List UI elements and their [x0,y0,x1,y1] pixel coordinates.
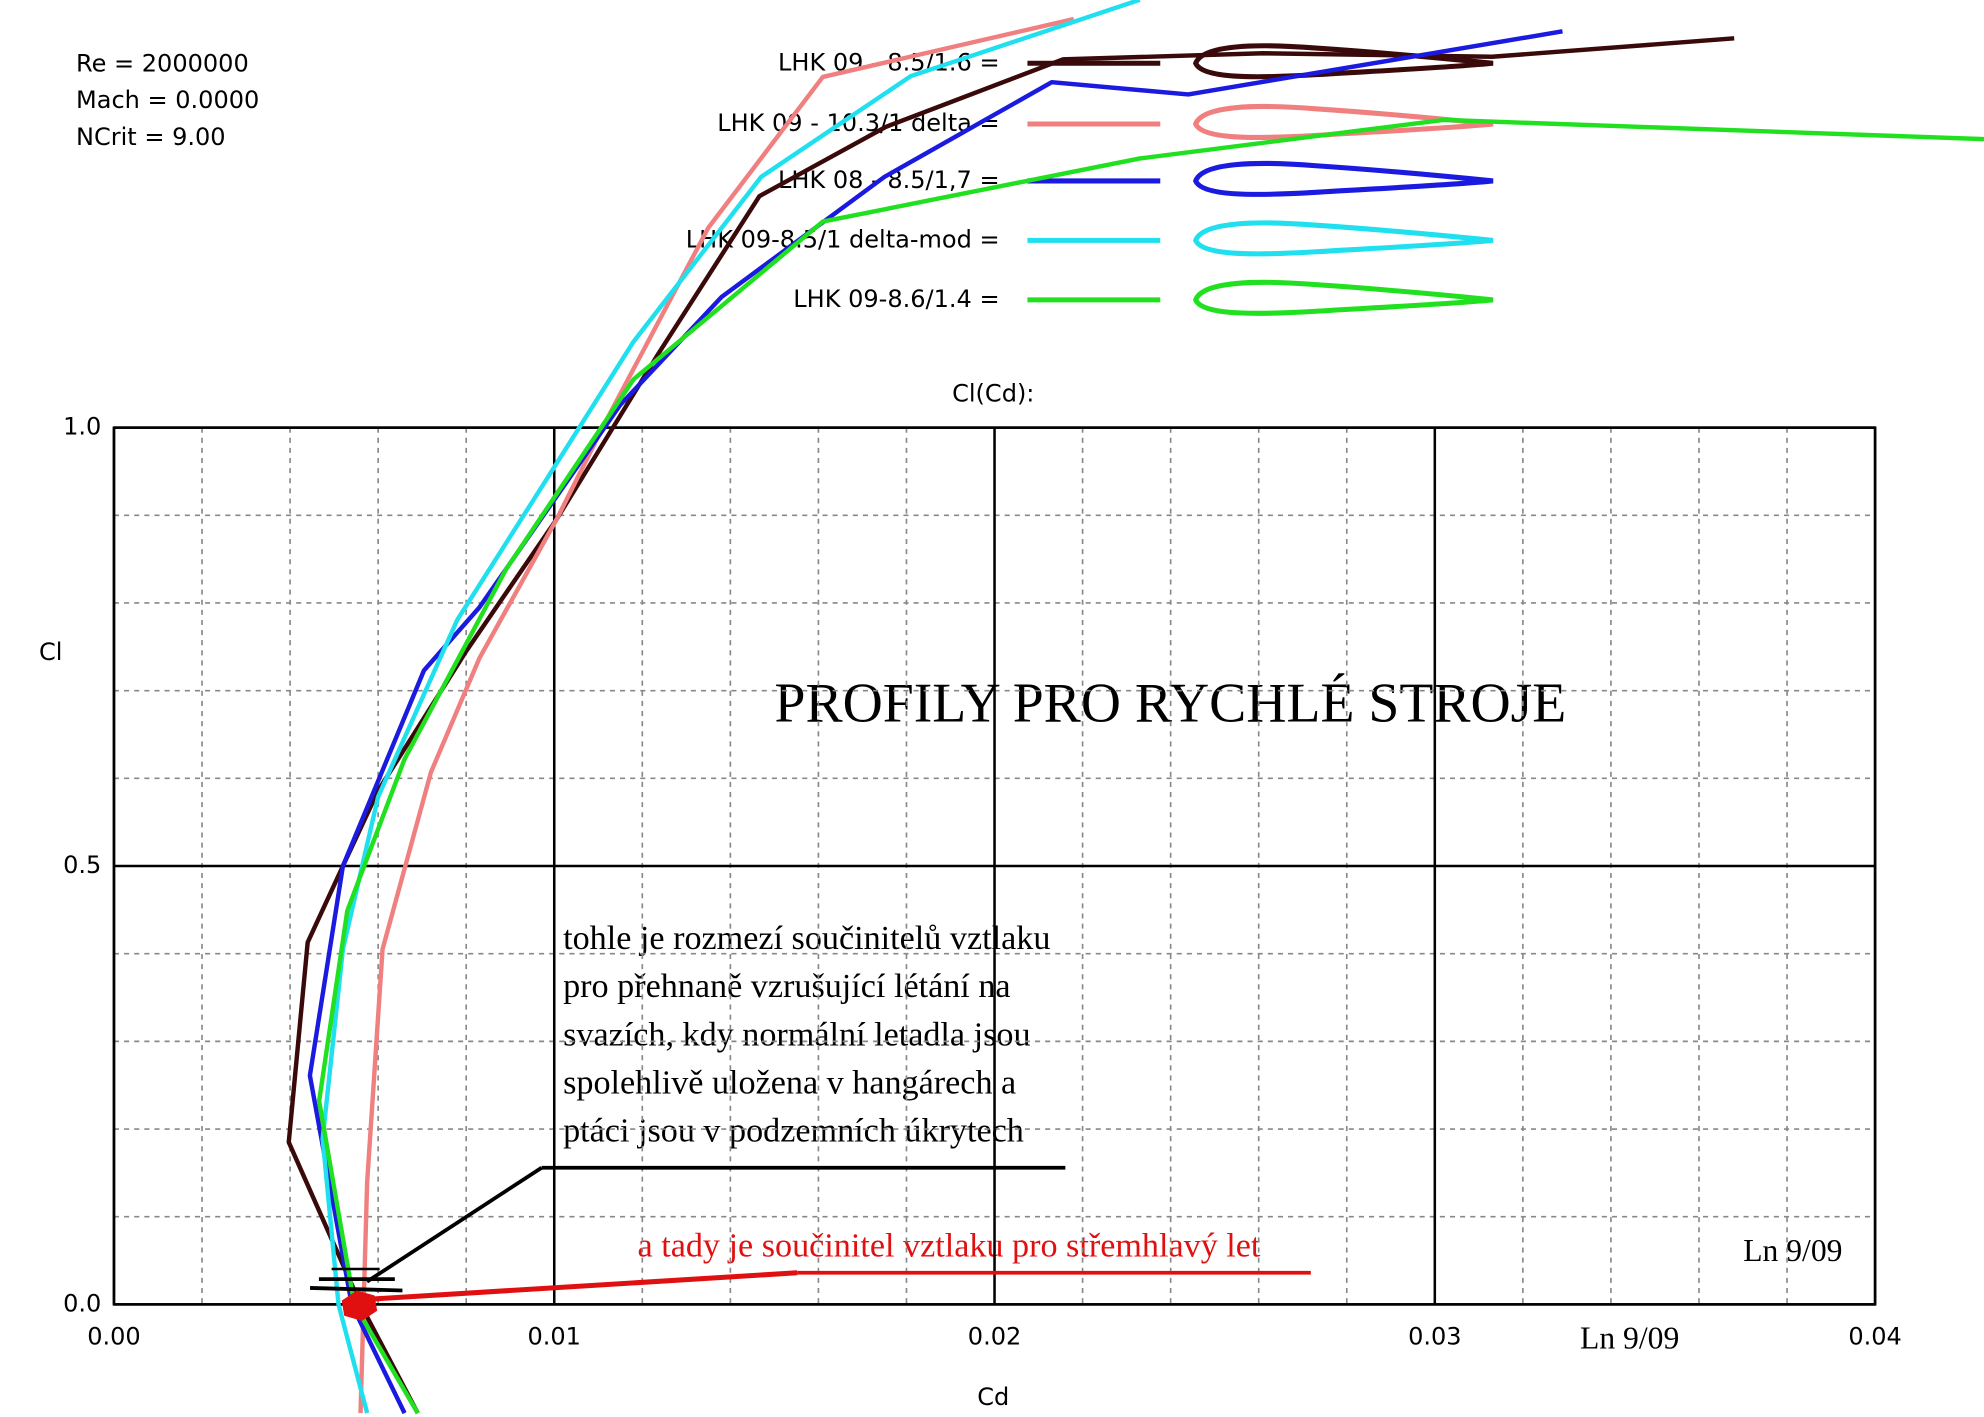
red-point-marker [341,1290,378,1321]
y-tick-label: 0.0 [63,1289,101,1317]
airfoil-icon [1192,160,1494,197]
annotation-decor [310,1165,1311,1302]
x-axis-label: Cd [977,1383,1009,1411]
plot-frame [112,426,1877,1306]
airfoil-icon [1192,220,1494,257]
red-leader-line [366,1270,798,1302]
x-tick-label: 0.03 [1408,1322,1461,1350]
series-line [358,16,1075,1414]
info-re: Re = 2000000 [76,50,249,78]
annotation-line: svazích, kdy normální letadla jsou [563,1016,1030,1053]
annotation-line: pro přehnaně vzrušující létání na [563,968,1010,1005]
red-annotation: a tady je součinitel vztlaku pro střemhl… [638,1228,1261,1265]
y-axis-label: Cl [39,638,62,666]
annotation-line: ptáci jsou v podzemních úkrytech [563,1112,1024,1149]
range-marker [310,1286,403,1293]
legend-label: LHK 08 - 8.5/1,7 = [778,166,1000,194]
x-tick-label: 0.02 [968,1322,1021,1350]
annotation-line: tohle je rozmezí součinitelů vztlaku [563,920,1050,957]
chart-title: Cl(Cd): [952,380,1034,408]
signature: Ln 9/09 [1743,1233,1842,1268]
legend-label: LHK 09-8.6/1.4 = [793,285,999,313]
y-tick-label: 1.0 [63,413,101,441]
info-ncrit: NCrit = 9.00 [76,123,226,151]
leader-line [365,1166,543,1284]
x-tick-label: 0.04 [1848,1322,1901,1350]
info-mach: Mach = 0.0000 [76,86,259,114]
airfoil-icon [1192,104,1494,141]
series-line [316,117,1984,1415]
annotation-line: spolehlivě uložena v hangárech a [563,1064,1016,1101]
airfoil-icon [1192,279,1494,316]
x-tick-label: 0.01 [528,1322,581,1350]
series-line [320,0,1141,1414]
airfoil-icon [1192,43,1494,80]
y-tick-label: 0.5 [63,851,101,879]
x-tick-label: 0.00 [87,1322,140,1350]
signature: Ln 9/09 [1580,1320,1679,1355]
